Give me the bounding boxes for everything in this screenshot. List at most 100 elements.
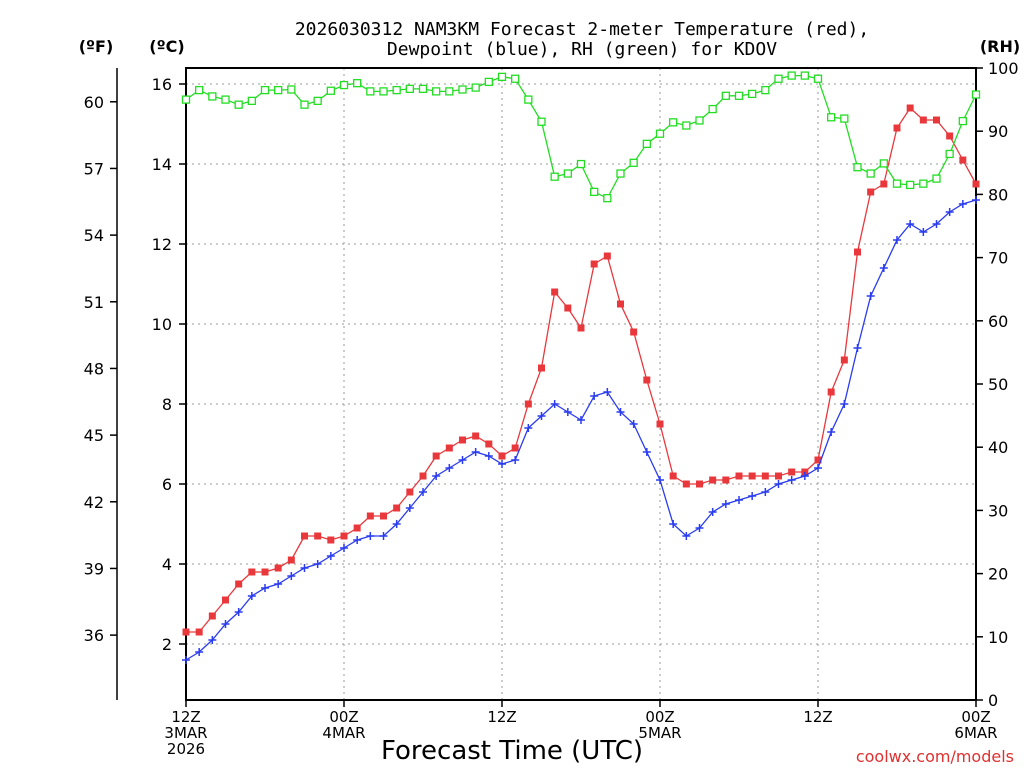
rh-point [695,116,704,125]
celsius-tick-label: 6 [162,475,172,494]
2-meter-temperature-point [472,432,480,440]
dewpoint-point [379,532,388,540]
dewpoint-point [313,560,322,568]
dewpoint-point [458,456,467,464]
2-meter-temperature-point [682,480,690,488]
2-meter-temperature-point [919,116,927,124]
dewpoint-point [906,220,915,228]
rh-point [853,163,862,172]
2-meter-temperature-point [867,188,875,196]
dewpoint-point [616,408,625,416]
dewpoint-point [669,520,678,528]
rh-point [629,158,638,167]
rh-point [287,85,296,94]
2-meter-temperature-point [748,472,756,480]
dewpoint-point [721,500,730,508]
rh-point [774,74,783,83]
dewpoint-point [445,464,454,472]
dewpoint-point [642,448,651,456]
rh-tick-label: 50 [988,375,1008,394]
dewpoint-point [471,448,480,456]
rh-point [603,194,612,203]
2-meter-temperature-point [445,444,453,452]
2-meter-temperature-point [222,596,229,604]
2-meter-temperature-point [946,132,954,140]
dewpoint-point [708,508,717,516]
dewpoint-point [814,464,822,472]
rh-tick-label: 0 [988,691,998,710]
2-meter-temperature-point [854,248,861,256]
rh-point [445,87,454,96]
dewpoint-point [972,196,980,204]
dewpoint-point [853,344,862,352]
2-meter-temperature-point [248,568,256,576]
dewpoint-point [787,476,796,484]
2-meter-temperature-point [933,116,940,124]
x-axis-label: Forecast Time (UTC) [381,736,643,766]
dewpoint-point [353,536,362,544]
rh-point [497,72,507,81]
credit-text: coolwx.com/models [856,747,1014,766]
dewpoint-point [432,472,441,480]
rh-point [813,74,823,83]
rh-tick-label: 20 [988,565,1008,584]
dewpoint-point [603,388,612,396]
x-tick-label: 12Z [803,708,832,726]
rh-point [800,71,809,80]
fahrenheit-tick-label: 48 [84,359,104,378]
dewpoint-point [247,592,256,600]
dewpoint-point [550,400,559,408]
2-meter-temperature-point [643,376,651,384]
2-meter-temperature-point [327,536,335,544]
2-meter-temperature-point [538,364,545,372]
dewpoint-point [840,400,849,408]
rh-point [221,95,230,104]
dewpoint-point [484,452,493,460]
dewpoint-point [392,520,401,528]
2-meter-temperature-point [788,468,796,476]
celsius-tick-label: 12 [152,235,172,254]
dewpoint-point [287,572,296,580]
dewpoint-point [221,620,230,628]
fahrenheit-tick-label: 45 [84,426,104,445]
dewpoint-point [945,208,954,216]
2-meter-temperature-point [485,440,493,448]
rh-tick-label: 90 [988,122,1008,141]
2-meter-temperature-point [617,300,624,308]
rh-point [748,89,757,99]
rh-point [827,113,836,122]
rh-point [682,121,691,130]
dewpoint-point [682,532,691,540]
2-meter-temperature-point [208,612,216,620]
rh-point [537,117,546,126]
axis-ticks: 2 4 6 8 10 12 14 16 36 39 42 45 48 51 54 57 60 0 10 20 30 40 5… [84,59,1019,758]
x-tick-label: 5MAR [638,724,681,742]
2-meter-temperature-point [432,452,440,460]
2-meter-temperature-point [577,324,585,332]
dewpoint-point [800,472,809,480]
dewpoint-point [261,584,269,592]
x-tick-label: 12Z [171,708,200,726]
dewpoint-point [326,552,335,560]
rh-unit-label: (RH) [980,37,1020,56]
2-meter-temperature-point [314,532,322,540]
rh-point [919,179,928,188]
rh-point [260,85,270,95]
rh-point [669,118,678,127]
2-meter-temperature-point [287,556,295,564]
fahrenheit-tick-label: 39 [84,559,104,578]
2-meter-temperature-point [380,512,387,520]
dewpoint-point [511,456,520,464]
2-meter-temperature-point [827,388,835,396]
rh-tick-label: 100 [988,59,1019,78]
rh-point [353,79,362,88]
dewpoint-point [274,580,283,588]
dewpoint-point [879,264,888,272]
dewpoint-point [735,496,743,504]
rh-point [195,85,204,95]
2-meter-temperature-point [551,288,559,296]
rh-point [734,91,744,100]
rh-point [418,84,428,94]
2-meter-temperature-point [195,628,203,636]
rh-point [787,71,796,80]
